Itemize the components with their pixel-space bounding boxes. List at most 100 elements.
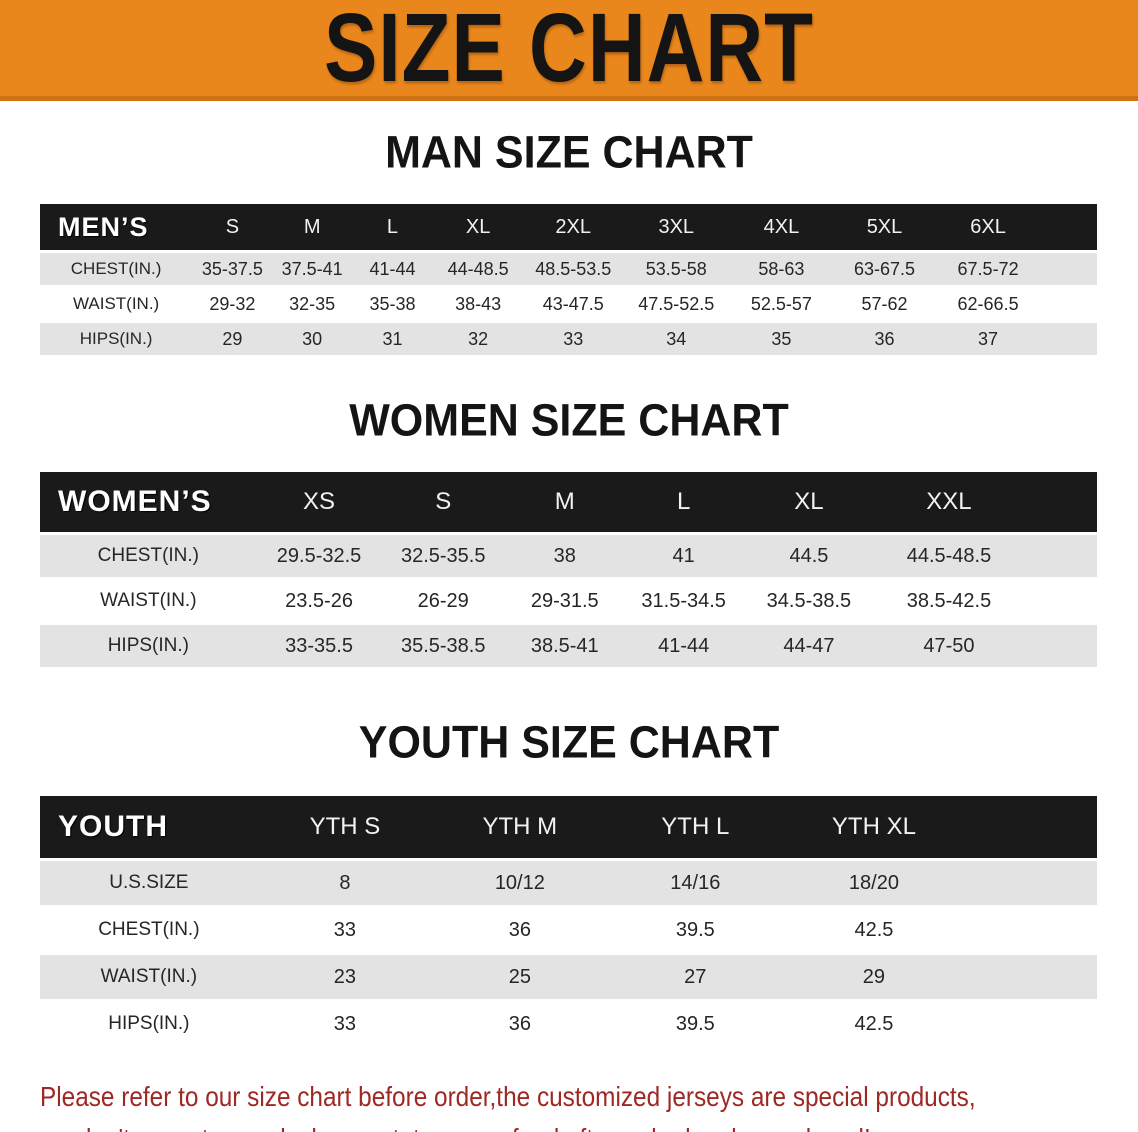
size-value: 52.5-57: [729, 285, 834, 322]
disclaimer-line-1: Please refer to our size chart before or…: [40, 1081, 976, 1112]
table-row: CHEST(IN.) 35-37.5 37.5-41 41-44 44-48.5 48.5…: [40, 250, 1097, 287]
table-row: U.S.SIZE 8 10/12 14/16 18/20: [40, 858, 1097, 907]
column-header: XXL: [874, 472, 1023, 534]
size-value: 44.5-48.5: [874, 532, 1023, 579]
size-table: MEN’S S M L XL 2XL 3XL 4XL 5XL 6XL CHEST(IN.) 35-37…: [40, 204, 1097, 355]
size-value: 8: [257, 858, 433, 907]
row-label: CHEST(IN.): [40, 905, 258, 954]
size-value: 38: [505, 532, 625, 579]
row-spacer: [1022, 577, 1097, 624]
size-value: 36: [432, 999, 608, 1046]
row-label: CHEST(IN.): [40, 250, 193, 287]
column-header: S: [192, 204, 273, 252]
row-label: WAIST(IN.): [40, 285, 193, 322]
size-value: 41-44: [624, 622, 743, 667]
size-table: WOMEN’S XS S M L XL XXL CHEST(IN.) 29.5-32.5 32.5…: [40, 472, 1097, 667]
man-size-section: MAN SIZE CHART MEN’S S M L XL 2XL 3XL 4XL 5XL 6XL…: [0, 127, 1138, 355]
size-value: 39.5: [607, 999, 784, 1046]
table-row: CHEST(IN.) 33 36 39.5 42.5: [40, 905, 1097, 954]
column-header: YTH M: [432, 796, 608, 860]
row-label: CHEST(IN.): [40, 532, 257, 579]
size-value: 33: [523, 320, 624, 355]
size-value: 44-47: [742, 622, 875, 667]
table-row: WAIST(IN.) 23 25 27 29: [40, 952, 1097, 1001]
header-spacer: [1040, 204, 1097, 252]
size-value: 29.5-32.5: [256, 532, 382, 579]
size-value: 38.5-42.5: [874, 577, 1023, 624]
row-spacer: [964, 999, 1097, 1046]
size-value: 48.5-53.5: [523, 250, 624, 287]
size-chart-banner: SIZE CHART: [0, 0, 1138, 101]
column-header: XS: [256, 472, 382, 534]
row-label: HIPS(IN.): [40, 999, 258, 1046]
banner-title: SIZE CHART: [324, 0, 814, 102]
size-value: 33: [257, 999, 433, 1046]
disclaimer-line-2: we don't accept cancel, change, teturn o…: [40, 1118, 995, 1132]
size-value: 41: [624, 532, 743, 579]
column-header: M: [505, 472, 625, 534]
size-value: 33-35.5: [256, 622, 382, 667]
column-header: 2XL: [523, 204, 624, 252]
size-value: 37.5-41: [272, 250, 352, 287]
table-header-label: MEN’S: [40, 204, 193, 252]
size-table: YOUTH YTH S YTH M YTH L YTH XL U.S.SIZE 8 10/12…: [40, 796, 1097, 1046]
women-size-section: WOMEN SIZE CHART WOMEN’S XS S M L XL XXL CHEST(…: [0, 395, 1138, 667]
row-label: HIPS(IN.): [40, 622, 257, 667]
size-value: 32: [433, 320, 524, 355]
womens-size-table: WOMEN’S XS S M L XL XXL CHEST(IN.) 29.5-32.5 32.5…: [0, 472, 1138, 667]
size-value: 32.5-35.5: [381, 532, 506, 579]
column-header: M: [272, 204, 352, 252]
size-value: 29-32: [192, 285, 273, 322]
column-header: XL: [433, 204, 524, 252]
size-value: 35-38: [351, 285, 434, 322]
column-header: L: [624, 472, 743, 534]
table-row: CHEST(IN.) 29.5-32.5 32.5-35.5 38 41 44.5 44.5…: [40, 532, 1097, 579]
mens-size-table: MEN’S S M L XL 2XL 3XL 4XL 5XL 6XL CHEST(IN.) 35-37…: [0, 204, 1138, 355]
column-header: YTH L: [607, 796, 784, 860]
table-header-row: MEN’S S M L XL 2XL 3XL 4XL 5XL 6XL: [40, 204, 1097, 252]
row-spacer: [964, 905, 1097, 954]
size-value: 34: [623, 320, 730, 355]
size-value: 33: [257, 905, 433, 954]
size-value: 29-31.5: [505, 577, 625, 624]
size-value: 63-67.5: [833, 250, 936, 287]
size-value: 42.5: [783, 905, 965, 954]
column-header: S: [381, 472, 506, 534]
row-spacer: [1040, 250, 1097, 287]
women-size-title: WOMEN SIZE CHART: [349, 395, 789, 447]
row-spacer: [1022, 622, 1097, 667]
column-header: YTH XL: [783, 796, 965, 860]
youth-size-section: YOUTH SIZE CHART YOUTH YTH S YTH M YTH L YTH…: [0, 718, 1138, 1046]
size-value: 38-43: [433, 285, 524, 322]
size-value: 25: [432, 952, 608, 1001]
size-value: 35.5-38.5: [381, 622, 506, 667]
size-value: 39.5: [607, 905, 784, 954]
table-header-row: WOMEN’S XS S M L XL XXL: [40, 472, 1097, 534]
size-value: 27: [607, 952, 784, 1001]
size-value: 58-63: [729, 250, 834, 287]
column-header: 4XL: [729, 204, 834, 252]
size-value: 35-37.5: [192, 250, 273, 287]
row-spacer: [964, 952, 1097, 1001]
size-value: 23.5-26: [256, 577, 382, 624]
size-value: 47-50: [874, 622, 1023, 667]
size-value: 43-47.5: [523, 285, 624, 322]
table-row: WAIST(IN.) 29-32 32-35 35-38 38-43 43-47.5 47.…: [40, 285, 1097, 322]
column-header: XL: [742, 472, 875, 534]
size-value: 36: [833, 320, 936, 355]
size-value: 62-66.5: [935, 285, 1041, 322]
size-value: 26-29: [381, 577, 506, 624]
disclaimer-text: Please refer to our size chart before or…: [40, 1076, 995, 1132]
row-label: WAIST(IN.): [40, 952, 258, 1001]
man-size-title: MAN SIZE CHART: [385, 127, 753, 179]
size-value: 10/12: [432, 858, 608, 907]
size-value: 29: [783, 952, 965, 1001]
column-header: YTH S: [257, 796, 433, 860]
youth-size-table: YOUTH YTH S YTH M YTH L YTH XL U.S.SIZE 8 10/12…: [0, 796, 1138, 1046]
size-value: 31.5-34.5: [624, 577, 743, 624]
size-value: 34.5-38.5: [742, 577, 875, 624]
header-spacer: [1022, 472, 1097, 534]
table-row: HIPS(IN.) 33 36 39.5 42.5: [40, 999, 1097, 1046]
size-value: 38.5-41: [505, 622, 625, 667]
